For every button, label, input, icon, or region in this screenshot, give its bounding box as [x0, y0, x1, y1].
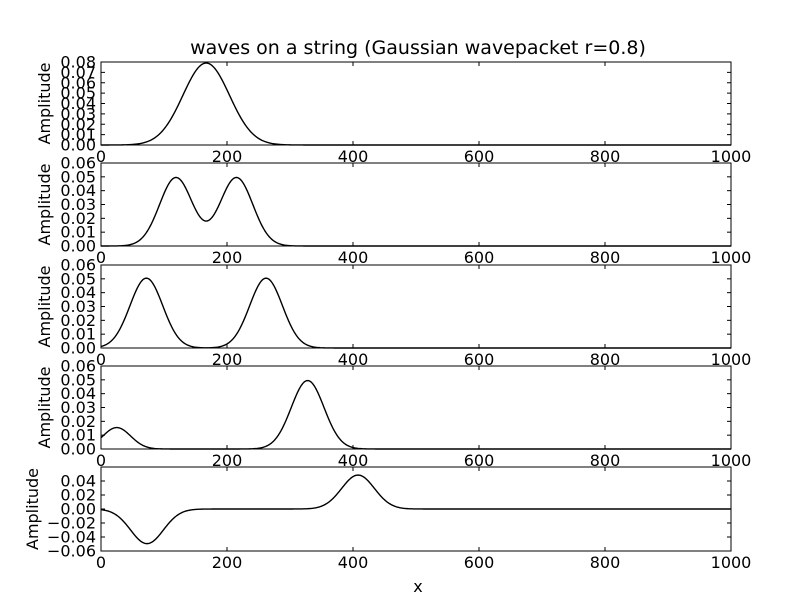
x-tick-label: 0: [96, 248, 106, 267]
y-tick-label: 0.00: [60, 136, 96, 155]
series-line-1: [101, 176, 731, 247]
y-tick-label: 0.02: [60, 209, 96, 228]
y-tick-label: 0.02: [60, 311, 96, 330]
x-tick-label: 200: [212, 451, 243, 470]
x-tick-label: 600: [464, 451, 495, 470]
x-tick-label: 400: [338, 451, 369, 470]
y-axis-label: Amplitude: [23, 468, 42, 550]
x-tick-label: 1000: [711, 248, 752, 267]
series-line-1: [100, 277, 731, 349]
x-tick-label: 1000: [711, 451, 752, 470]
x-tick-label: 600: [464, 248, 495, 267]
y-tick-label: −0.04: [47, 528, 96, 547]
series-line-1: [101, 62, 731, 146]
x-tick-label: 400: [338, 147, 369, 166]
y-tick-label: 0.02: [60, 486, 96, 505]
y-tick-label: 0.01: [60, 426, 96, 445]
x-tick-label: 0: [96, 147, 106, 166]
x-tick-label: 800: [590, 147, 621, 166]
y-tick-label: −0.06: [47, 542, 96, 561]
y-tick-label: 0.00: [60, 500, 96, 519]
y-tick-label: 0.00: [60, 440, 96, 459]
y-tick-label: 0.03: [60, 398, 96, 417]
x-tick-label: 600: [464, 350, 495, 369]
x-tick-label: 1000: [711, 553, 752, 572]
x-tick-label: 0: [96, 350, 106, 369]
subplot-5: −0.06−0.04−0.020.000.020.04 0 200 400 600 800…: [23, 466, 752, 572]
y-tick-label: 0.05: [60, 370, 96, 389]
subplot-2: 0.000.010.020.030.040.050.06 0 200 400 600 80…: [35, 154, 751, 268]
x-tick-label: 800: [590, 350, 621, 369]
subplot-3: 0.000.010.020.030.040.050.06 0 200 400 600 80…: [35, 256, 751, 370]
y-tick-label: 0.04: [60, 283, 96, 302]
series-line-1: [100, 474, 731, 545]
y-axis-label: Amplitude: [35, 367, 54, 449]
x-tick-label: 200: [212, 553, 243, 572]
subplots: 0.000.010.020.030.040.050.060.070.080 200…: [23, 53, 751, 573]
y-tick-label: 0.03: [60, 297, 96, 316]
y-tick-label: 0.03: [60, 195, 96, 214]
y-tick-label: 0.05: [60, 167, 96, 186]
y-axis-label: Amplitude: [35, 63, 54, 145]
y-tick-label: 0.05: [60, 269, 96, 288]
x-tick-label: 800: [590, 451, 621, 470]
x-tick-label: 200: [212, 248, 243, 267]
y-tick-label: 0.04: [60, 472, 96, 491]
x-tick-label: 400: [338, 248, 369, 267]
y-tick-label: 0.01: [60, 325, 96, 344]
x-tick-label: 1000: [711, 147, 752, 166]
x-tick-label: 0: [96, 451, 106, 470]
y-axis-label: Amplitude: [35, 266, 54, 348]
y-tick-label: 0.01: [60, 125, 96, 144]
y-tick-label: 0.07: [60, 63, 96, 82]
y-tick-label: 0.06: [60, 256, 96, 275]
x-tick-label: 600: [464, 553, 495, 572]
y-tick-label: 0.06: [60, 154, 96, 173]
x-tick-label: 0: [96, 553, 106, 572]
y-tick-label: 0.04: [60, 94, 96, 113]
x-tick-label: 200: [212, 350, 243, 369]
y-tick-label: 0.00: [60, 237, 96, 256]
x-tick-label: 1000: [711, 350, 752, 369]
x-tick-label: 200: [212, 147, 243, 166]
y-tick-label: 0.00: [60, 339, 96, 358]
y-tick-label: 0.03: [60, 104, 96, 123]
y-tick-label: 0.06: [60, 357, 96, 376]
y-tick-label: 0.01: [60, 223, 96, 242]
y-tick-label: 0.02: [60, 412, 96, 431]
y-tick-label: 0.06: [60, 73, 96, 92]
x-tick-label: 400: [338, 350, 369, 369]
subplot-1: 0.000.010.020.030.040.050.060.070.08 0 200…: [35, 53, 751, 167]
x-axis-label: x: [413, 577, 422, 596]
subplot-4: 0.000.010.020.030.040.050.06 0 200 400 600 80…: [35, 357, 751, 471]
chart-title: waves on a string (Gaussian wavepacket r…: [190, 37, 646, 59]
y-tick-label: 0.02: [60, 115, 96, 134]
y-axis-label: Amplitude: [35, 164, 54, 246]
x-tick-label: 400: [338, 553, 369, 572]
y-tick-label: 0.05: [60, 84, 96, 103]
x-tick-label: 600: [464, 147, 495, 166]
y-tick-label: 0.04: [60, 181, 96, 200]
series-line-1: [100, 379, 731, 450]
y-tick-label: 0.04: [60, 384, 96, 403]
y-tick-label: −0.02: [47, 514, 96, 533]
x-tick-label: 800: [590, 553, 621, 572]
y-tick-label: 0.08: [60, 53, 96, 72]
x-tick-label: 800: [590, 248, 621, 267]
